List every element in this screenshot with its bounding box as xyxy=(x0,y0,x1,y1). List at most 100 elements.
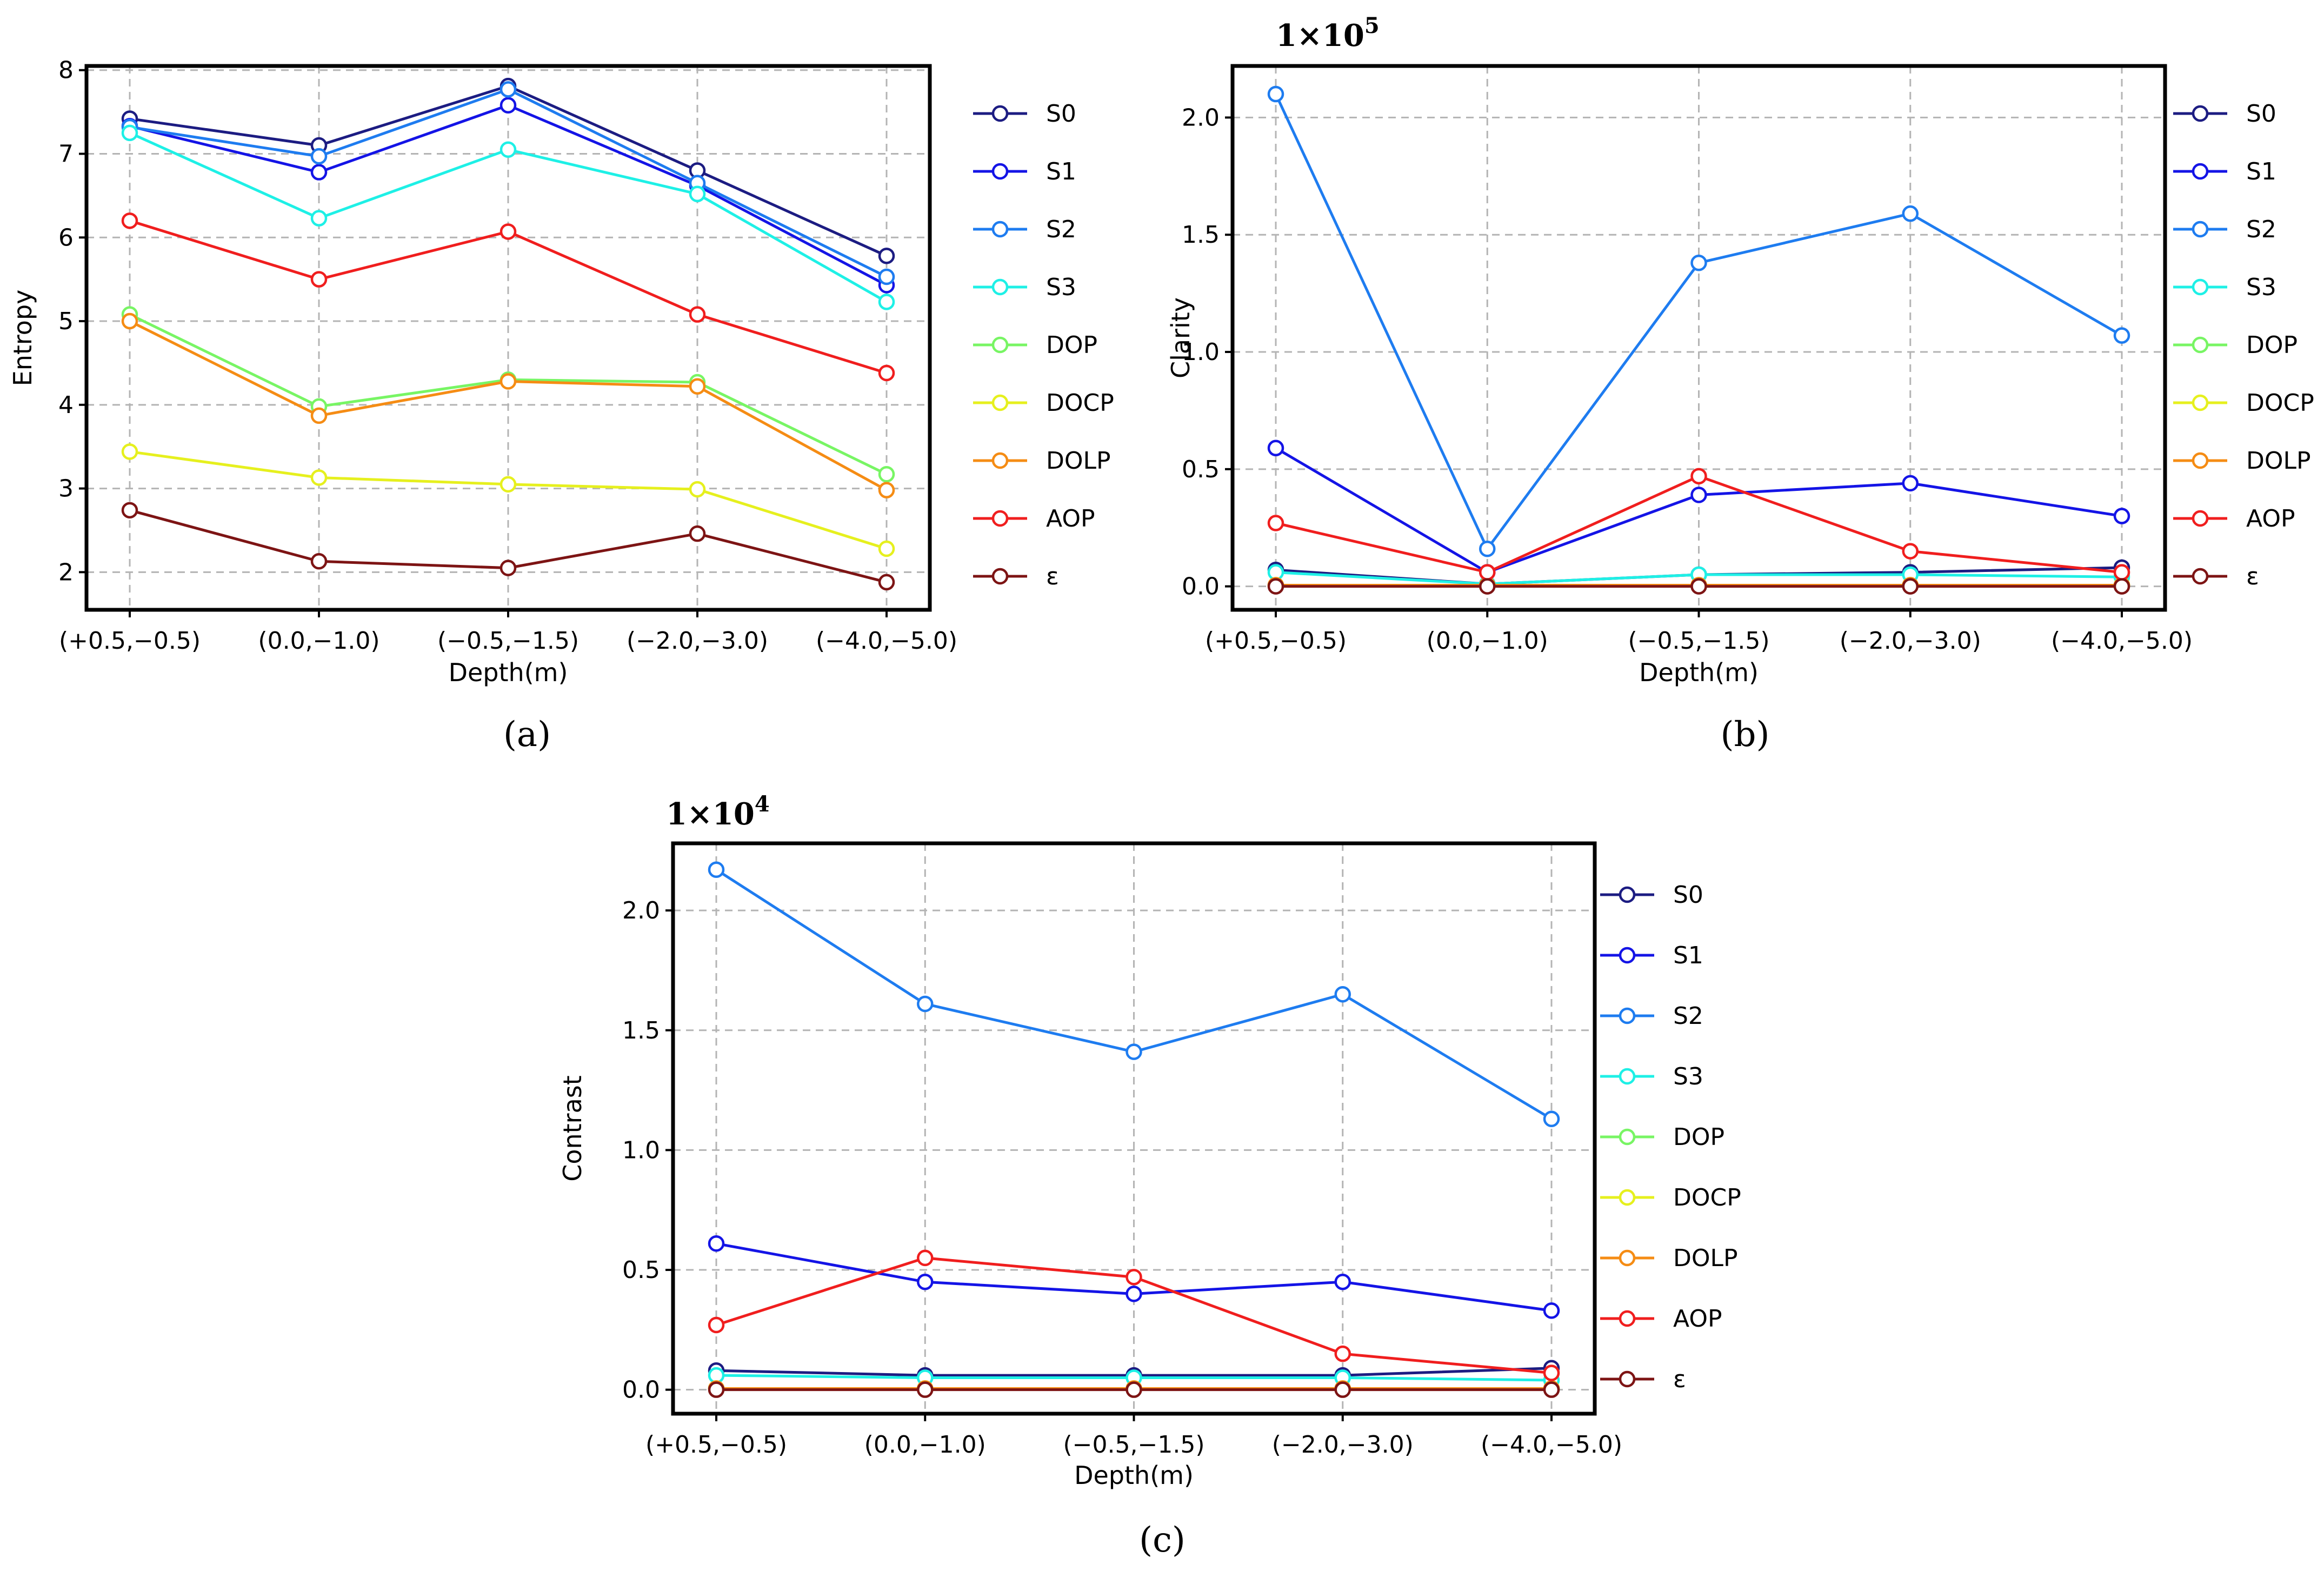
data-point-s2 xyxy=(1690,254,1707,271)
data-point-s3 xyxy=(689,185,706,203)
legend-marker-aop xyxy=(2192,510,2209,527)
x-tick-label: (−0.5,−1.5) xyxy=(1063,1431,1204,1459)
legend-label-eps: ε xyxy=(1046,563,1059,590)
legend-marker-s3 xyxy=(2192,278,2209,296)
legend-marker-dop xyxy=(1619,1128,1636,1146)
y-tick-label: 0.5 xyxy=(622,1256,660,1284)
data-point-eps xyxy=(1479,578,1496,595)
data-point-eps xyxy=(1126,1381,1142,1398)
y-axis-label: Contrast xyxy=(558,1075,587,1182)
data-point-docp xyxy=(310,469,328,486)
data-point-eps xyxy=(878,574,895,591)
y-tick-label: 3 xyxy=(58,475,74,503)
data-point-s2 xyxy=(1543,1110,1560,1128)
data-point-s2 xyxy=(708,861,725,878)
data-point-dolp xyxy=(310,407,328,424)
legend-marker-eps xyxy=(2192,568,2209,585)
legend-label-dolp: DOLP xyxy=(1046,447,1111,475)
data-point-s2 xyxy=(1267,85,1284,103)
legend-marker-s2 xyxy=(991,221,1009,238)
legend-label-s3: S3 xyxy=(2246,274,2276,301)
data-point-s2 xyxy=(2113,327,2130,344)
legend-label-docp: DOCP xyxy=(1673,1184,1741,1211)
y-tick-label: 2 xyxy=(58,558,74,586)
x-tick-label: (−2.0,−3.0) xyxy=(627,627,768,655)
data-point-s1 xyxy=(2113,508,2130,524)
multiplier-base: 1×10 xyxy=(1276,18,1364,54)
data-point-s2 xyxy=(500,81,517,98)
legend-marker-s2 xyxy=(1619,1007,1636,1024)
data-point-aop xyxy=(708,1316,725,1334)
legend-label-dop: DOP xyxy=(2246,331,2298,359)
x-tick-label: (0.0,−1.0) xyxy=(864,1431,986,1459)
legend-label-aop: AOP xyxy=(1673,1305,1722,1333)
legend-label-s0: S0 xyxy=(1673,881,1703,909)
data-point-aop xyxy=(1690,468,1707,485)
data-point-aop xyxy=(878,364,895,382)
data-point-docp xyxy=(500,476,517,493)
legend-marker-s3 xyxy=(1619,1068,1636,1085)
data-point-s3 xyxy=(310,210,328,227)
data-point-aop xyxy=(1479,564,1496,581)
legend-marker-s2 xyxy=(2192,221,2209,238)
data-point-eps xyxy=(1902,578,1919,595)
axis-multiplier: 1×105 xyxy=(1276,13,1380,54)
legend-marker-dolp xyxy=(1619,1249,1636,1267)
data-point-s1 xyxy=(1267,440,1284,457)
legend-marker-s0 xyxy=(991,105,1009,122)
legend-label-dop: DOP xyxy=(1673,1123,1724,1151)
legend-label-aop: AOP xyxy=(2246,505,2295,532)
legend-marker-aop xyxy=(1619,1310,1636,1327)
multiplier-base: 1×10 xyxy=(666,796,755,832)
data-point-dolp xyxy=(500,373,517,390)
x-tick-label: (+0.5,−0.5) xyxy=(645,1431,787,1459)
data-point-s3 xyxy=(878,294,895,310)
subfigure-label: (b) xyxy=(1721,715,1770,755)
data-point-s2 xyxy=(1479,541,1496,557)
y-tick-label: 0.5 xyxy=(1182,456,1220,483)
legend-marker-docp xyxy=(2192,394,2209,411)
data-point-dolp xyxy=(878,482,895,498)
data-point-dolp xyxy=(689,378,706,395)
legend-label-s0: S0 xyxy=(1046,100,1076,128)
data-point-eps xyxy=(1267,578,1284,595)
legend-marker-docp xyxy=(991,394,1009,411)
data-point-aop xyxy=(2113,564,2130,581)
data-point-eps xyxy=(500,560,517,576)
legend-label-dolp: DOLP xyxy=(2246,447,2311,475)
x-axis-label: Depth(m) xyxy=(1074,1461,1194,1490)
y-tick-label: 7 xyxy=(58,141,74,168)
multiplier-exponent: 4 xyxy=(755,791,770,817)
chart-entropy: 2 3 4 5 6 7 8 (+0.5,−0.5) (0.0,−1.0) (−0.5,−1.5) (… xyxy=(8,57,1114,755)
y-tick-label: 0.0 xyxy=(622,1376,660,1404)
x-axis-label: Depth(m) xyxy=(1639,658,1759,687)
chart-clarity: 0.0 0.5 1.0 1.5 2.0 (+0.5,−0.5) (0.0,−1.0) (−0.… xyxy=(1166,13,2314,755)
legend-label-s1: S1 xyxy=(2246,158,2276,185)
y-tick-label: 6 xyxy=(58,224,74,251)
data-point-s1 xyxy=(917,1273,934,1290)
data-point-aop xyxy=(310,271,328,288)
data-point-docp xyxy=(878,540,895,557)
data-point-eps xyxy=(121,502,138,519)
legend-marker-dop xyxy=(991,336,1009,354)
legend-marker-s1 xyxy=(991,163,1009,180)
data-point-s0 xyxy=(878,248,895,264)
data-point-s2 xyxy=(1126,1043,1142,1060)
y-tick-label: 1.0 xyxy=(1182,338,1220,366)
y-tick-label: 4 xyxy=(58,391,74,419)
x-tick-label: (0.0,−1.0) xyxy=(258,627,379,655)
y-tick-label: 2.0 xyxy=(1182,104,1220,131)
legend-label-s3: S3 xyxy=(1046,274,1076,301)
series-line-aop xyxy=(129,219,887,375)
y-tick-label: 1.5 xyxy=(1182,221,1220,249)
legend-label-aop: AOP xyxy=(1046,505,1095,532)
legend-label-docp: DOCP xyxy=(2246,389,2314,417)
data-point-s1 xyxy=(1334,1273,1351,1290)
data-point-aop xyxy=(1902,543,1919,560)
x-tick-label: (−4.0,−5.0) xyxy=(2051,627,2193,655)
legend-label-dop: DOP xyxy=(1046,331,1097,359)
legend-label-s2: S2 xyxy=(1673,1002,1703,1030)
y-tick-label: 5 xyxy=(58,308,74,335)
data-point-s2 xyxy=(310,148,328,165)
